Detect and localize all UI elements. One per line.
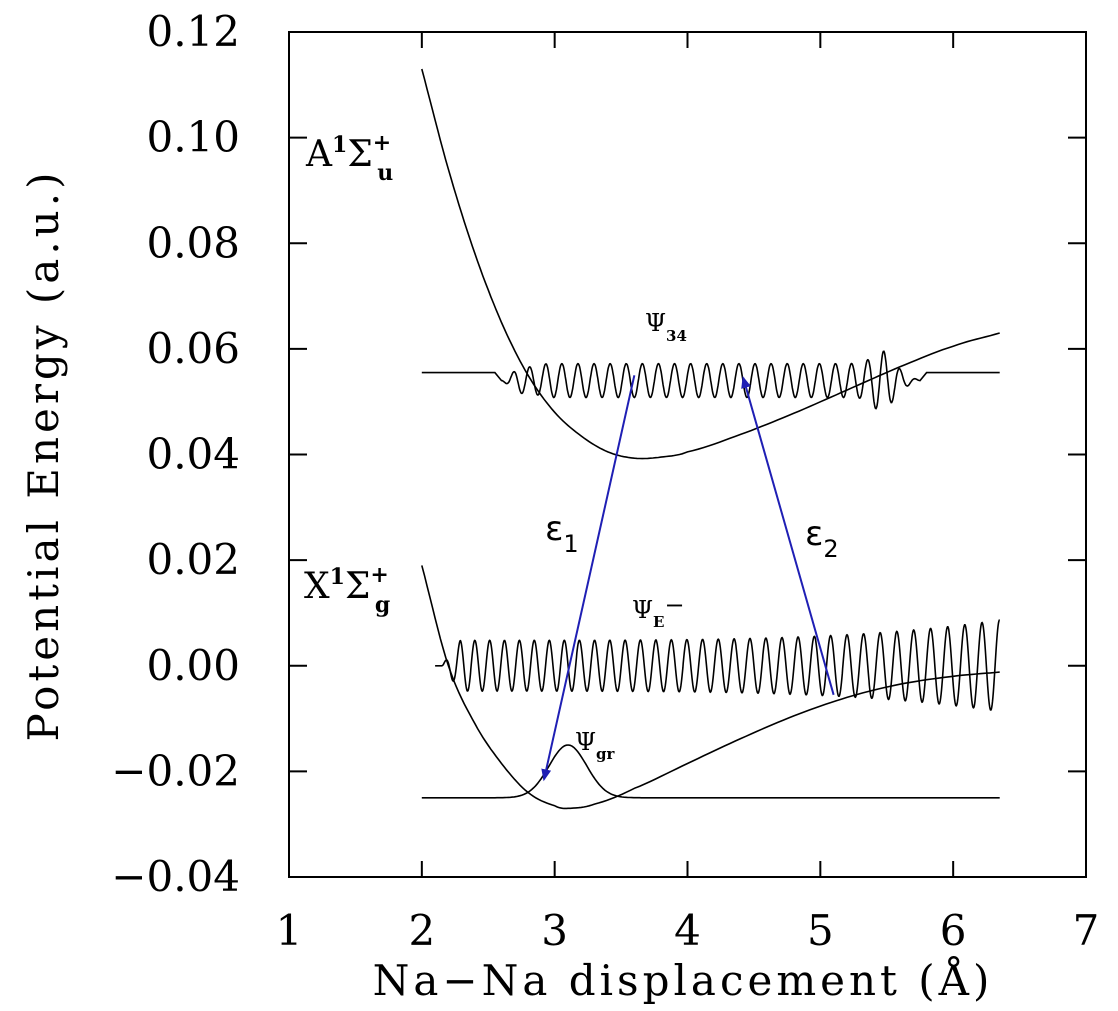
y-tick-label: 0.00 — [146, 641, 240, 690]
y-tick-label: 0.12 — [146, 7, 240, 56]
transition-arrow-e1 — [541, 375, 636, 782]
x-tick-label: 5 — [807, 906, 834, 955]
psi34-wavefunction — [421, 350, 1000, 410]
X_potential — [421, 565, 1000, 810]
state-label-upper: A1Σ+ u — [305, 130, 393, 186]
y-tick-label: 0.02 — [146, 535, 240, 584]
x-tick-label: 7 — [1073, 906, 1100, 955]
y-tick-label: −0.04 — [111, 852, 240, 901]
transition-arrows — [541, 375, 835, 782]
y-axis-title: Potential Energy (a.u.) — [19, 169, 68, 742]
psigr-wavefunction — [421, 744, 1000, 799]
psi34-label: Ψ34 — [645, 309, 687, 345]
y-tick-labels: −0.04 −0.02 0.00 0.02 0.04 0.06 0.08 0.10 0.12 — [111, 7, 240, 901]
y-tick-label: 0.08 — [146, 218, 240, 267]
psiE-label: ΨE− — [632, 591, 685, 631]
y-tick-label: −0.02 — [111, 746, 240, 795]
psigr-label: Ψgr — [575, 728, 616, 763]
x-tick-label: 1 — [276, 906, 303, 955]
x-tick-labels: 1 2 3 4 5 6 7 — [276, 906, 1100, 955]
epsilon2-label: ε2 — [805, 514, 839, 563]
x-tick-label: 4 — [674, 906, 701, 955]
x-tick-label: 3 — [541, 906, 568, 955]
y-tick-label: 0.06 — [146, 324, 240, 373]
transition-arrow-e2 — [741, 375, 835, 696]
curves — [421, 68, 1001, 810]
A_potential — [421, 68, 1000, 460]
state-label-lower: X1Σ+ g — [304, 562, 390, 618]
x-tick-label: 6 — [940, 906, 967, 955]
epsilon1-label: ε1 — [545, 509, 579, 558]
plot-frame — [288, 31, 1087, 878]
x-tick-label: 2 — [408, 906, 435, 955]
psiE-wavefunction — [435, 619, 1001, 711]
axis-ticks — [288, 31, 1087, 878]
x-axis-title: Na−Na displacement (Å) — [373, 955, 994, 1005]
y-tick-label: 0.04 — [146, 430, 240, 479]
y-tick-label: 0.10 — [146, 113, 240, 162]
